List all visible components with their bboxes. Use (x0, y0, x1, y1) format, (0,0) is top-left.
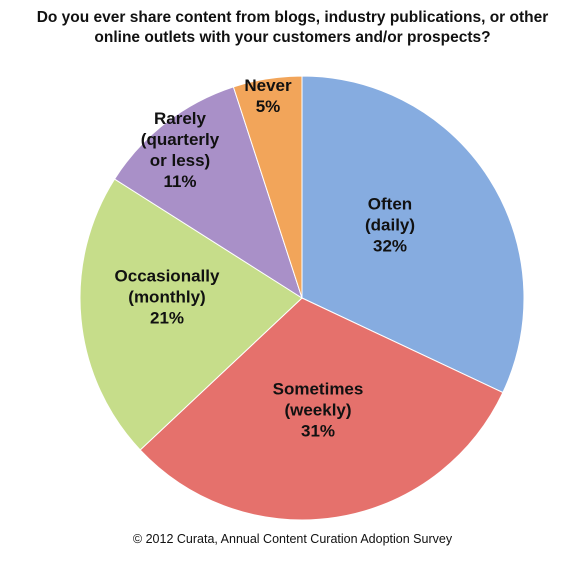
slice-label: Rarely (quarterly or less) 11% (130, 108, 230, 192)
value-label: 32% (372, 236, 408, 256)
slice-label: Sometimes (weekly) 31% (261, 379, 376, 442)
pie-slice (232, 75, 303, 299)
source-note: © 2012 Curata, Annual Content Curation A… (132, 532, 453, 546)
value-label: 31% (300, 421, 336, 441)
category-label: Often (daily) (364, 194, 416, 235)
chart-title: Do you ever share content from blogs, in… (36, 9, 549, 46)
slice-label: Often (daily) 32% (350, 194, 430, 257)
category-label: Never (244, 76, 292, 95)
pie-slice (79, 178, 303, 451)
value-label: 11% (163, 172, 197, 191)
pie-slice (301, 75, 525, 394)
category-label: Occasionally (monthly) (114, 266, 220, 307)
slice-label: Never 5% (238, 75, 298, 117)
category-label: Rarely (quarterly or less) (140, 109, 220, 170)
value-label: 5% (255, 97, 281, 116)
category-label: Sometimes (weekly) (272, 379, 364, 420)
slice-label: Occasionally (monthly) 21% (100, 266, 235, 329)
pie-slice (113, 86, 303, 300)
pie-slice (139, 297, 504, 521)
value-label: 21% (149, 308, 185, 328)
